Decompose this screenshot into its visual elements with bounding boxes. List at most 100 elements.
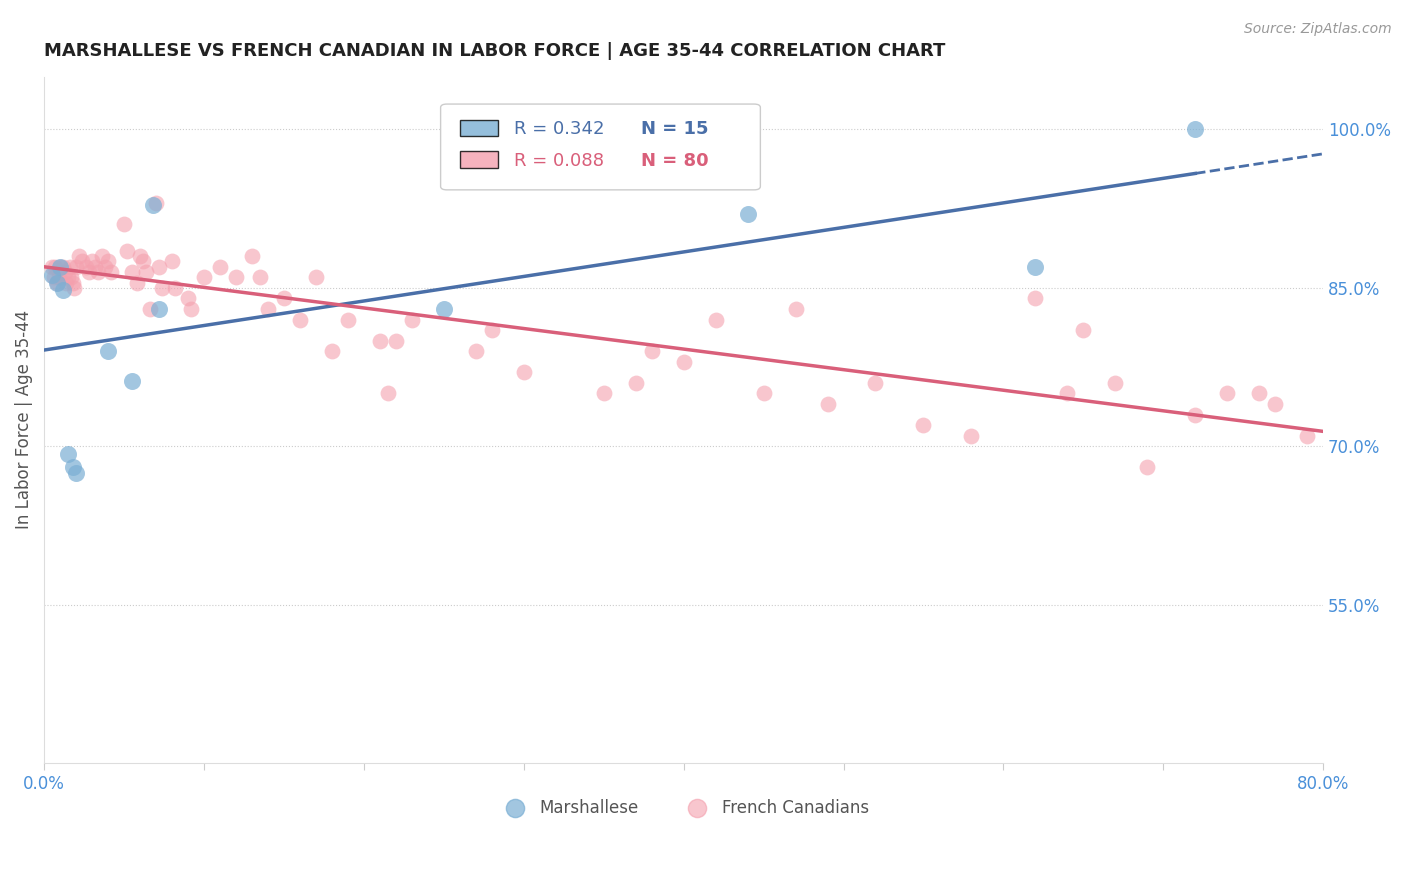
Point [65,466,87,480]
Point [44,260,66,274]
Point [1249,386,1271,401]
Point [53,265,76,279]
Point [1264,397,1286,411]
Point [49,260,72,274]
Y-axis label: In Labor Force | Age 35-44: In Labor Force | Age 35-44 [15,310,32,530]
Point [75,260,97,274]
Point [100,265,122,279]
Point [288,312,311,326]
Point [1056,386,1078,401]
Point [193,270,215,285]
Point [80,254,103,268]
Point [257,301,280,316]
Point [305,270,328,285]
Point [401,312,423,326]
Point [138,301,160,316]
Point [513,365,536,379]
Point [321,344,343,359]
Point [125,276,148,290]
Point [60,270,83,285]
Point [180,301,202,316]
Point [152,281,174,295]
Text: MARSHALLESE VS FRENCH CANADIAN IN LABOR FORCE | AGE 35-44 CORRELATION CHART: MARSHALLESE VS FRENCH CANADIAN IN LABOR … [44,42,945,60]
Point [97,344,120,359]
Point [62,276,84,290]
Point [121,374,143,388]
Point [121,265,143,279]
Point [142,198,165,212]
Point [62,460,84,475]
Text: R = 0.342: R = 0.342 [513,120,605,138]
Point [132,254,155,268]
Point [865,376,887,390]
Point [433,301,456,316]
Point [912,418,935,433]
Point [165,281,187,295]
Point [481,323,503,337]
Point [1184,122,1206,136]
Point [273,292,295,306]
Point [336,312,359,326]
Point [52,260,75,274]
Point [67,249,90,263]
Point [42,270,65,285]
Point [377,386,399,401]
Text: Source: ZipAtlas.com: Source: ZipAtlas.com [1244,22,1392,37]
Point [148,260,170,274]
Point [56,447,79,461]
Point [1071,323,1094,337]
FancyBboxPatch shape [460,152,498,168]
Point [960,428,983,442]
Point [225,270,247,285]
Point [1184,408,1206,422]
Point [52,283,75,297]
Point [672,355,695,369]
Point [94,260,117,274]
Point [240,249,263,263]
Point [592,386,614,401]
Point [177,292,200,306]
Point [817,397,839,411]
Point [704,312,727,326]
Point [737,207,759,221]
Point [77,265,100,279]
Point [90,249,112,263]
Point [145,196,167,211]
Point [63,281,86,295]
Point [1296,428,1319,442]
FancyBboxPatch shape [460,120,498,136]
Point [41,260,63,274]
Point [59,260,82,274]
Text: N = 15: N = 15 [641,120,709,138]
Text: N = 80: N = 80 [641,152,709,170]
Point [117,244,139,258]
Point [1136,460,1159,475]
Point [45,276,67,290]
Point [87,265,110,279]
Text: R = 0.088: R = 0.088 [513,152,603,170]
Point [45,276,67,290]
Point [72,254,94,268]
Point [49,260,72,274]
Point [640,344,662,359]
Point [48,270,70,285]
Point [97,254,120,268]
FancyBboxPatch shape [440,104,761,190]
Point [129,249,152,263]
Point [1024,260,1046,274]
Legend: Marshallese, French Canadians: Marshallese, French Canadians [491,792,876,823]
Point [41,268,63,282]
Point [1216,386,1239,401]
Point [160,254,183,268]
Point [249,270,271,285]
Point [1104,376,1126,390]
Point [785,301,807,316]
Point [208,260,231,274]
Point [55,276,77,290]
Point [1024,292,1046,306]
Point [84,260,107,274]
Point [752,386,775,401]
Point [65,260,87,274]
Point [368,334,391,348]
Point [112,218,135,232]
